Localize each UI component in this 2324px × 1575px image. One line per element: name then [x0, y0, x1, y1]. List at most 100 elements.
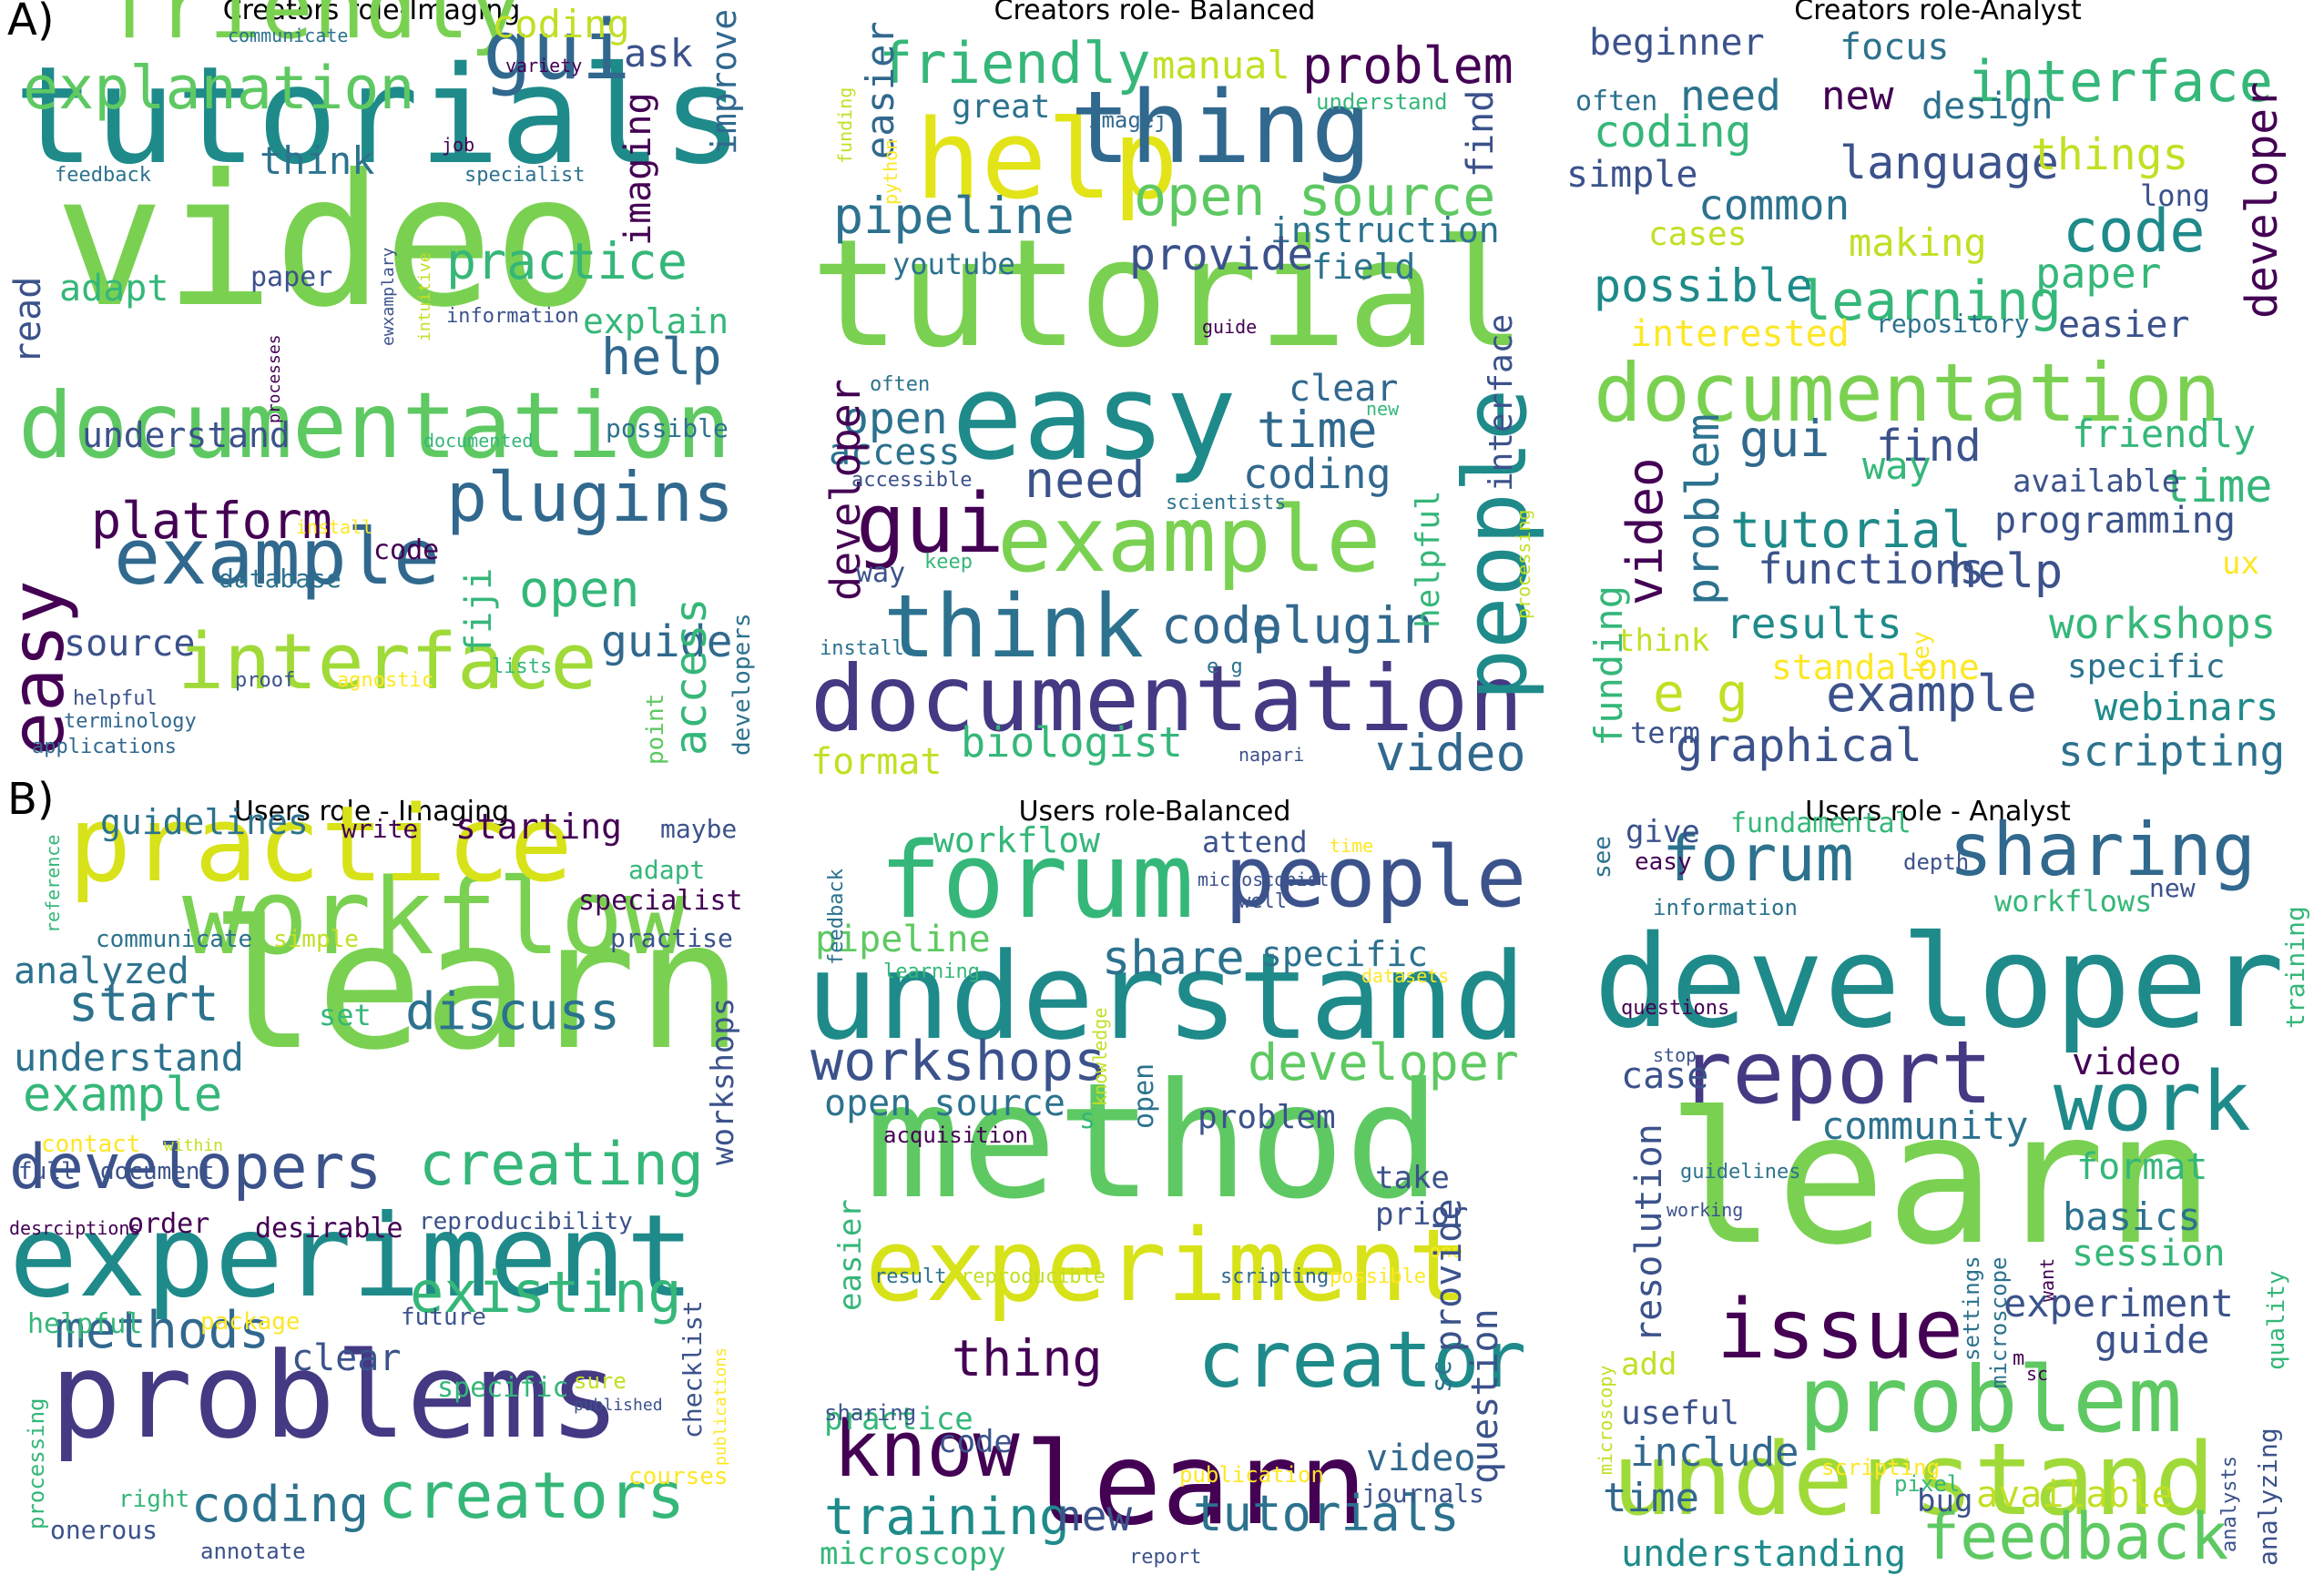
cloud-word: specialist	[464, 163, 586, 187]
cloud-word: imaging	[617, 92, 659, 246]
cloud-word: code	[2063, 197, 2206, 266]
cloud-word: issue	[1717, 1282, 1963, 1378]
cloud-word: term	[1630, 715, 1701, 750]
cloud-word: clear	[1289, 368, 1399, 411]
cloud-word: case	[1621, 1055, 1709, 1098]
cloud-word: write	[341, 814, 419, 845]
cloud-word: access	[666, 597, 718, 756]
cloud-word: plugins	[446, 456, 735, 537]
cloud-word: terminology	[64, 709, 197, 733]
cloud-word: information	[446, 304, 579, 328]
cloud-word: example	[1826, 664, 2037, 723]
cloud-word: developer	[2237, 81, 2288, 319]
cloud-word: biologist	[961, 718, 1183, 767]
cloud-word: common	[1698, 180, 1850, 230]
cloud-word: practice	[68, 783, 573, 906]
cloud-word: annotate	[200, 1539, 306, 1565]
cloud-word: imagej	[1088, 107, 1167, 134]
cloud-word: funding	[834, 86, 856, 164]
cloud-word: reference	[42, 834, 64, 933]
cloud-word: depth	[1903, 849, 1970, 876]
cloud-word: checklist	[678, 1300, 708, 1438]
cloud-word: understand	[1612, 1420, 2216, 1538]
cloud-word: time	[1603, 1474, 1699, 1521]
cloud-word: understand	[14, 1034, 244, 1080]
cloud-word: guide	[601, 615, 733, 667]
cloud-word: understanding	[1621, 1533, 1907, 1575]
cloud-word: helpful	[73, 686, 158, 710]
cloud-word: easier	[2058, 304, 2190, 347]
cloud-word: focus	[1840, 26, 1950, 69]
cloud-word: graphical	[1676, 719, 1922, 772]
cloud-word: ask	[624, 30, 693, 76]
cloud-word: possible	[1594, 259, 1813, 312]
cloud-word: desrciptions	[9, 1216, 141, 1239]
cloud-word: analysts	[2217, 1456, 2241, 1552]
cloud-word: plugin	[1252, 595, 1433, 655]
cloud-word: questions	[1621, 996, 1730, 1020]
cloud-word: start	[68, 973, 219, 1032]
cloud-word: workflow	[182, 856, 687, 979]
cloud-word: resolution	[1628, 1123, 1670, 1343]
cloud-word: bug	[1917, 1483, 1973, 1520]
cloud-word: publications	[711, 1346, 731, 1466]
cloud-word: format	[810, 741, 943, 784]
cloud-word: provide	[1428, 1198, 1470, 1352]
cloud-word: add	[1621, 1346, 1677, 1384]
cloud-word: onerous	[50, 1515, 158, 1546]
cloud-word: find	[1460, 89, 1502, 178]
cloud-word: scientists	[1166, 491, 1287, 514]
cloud-word: think	[1616, 623, 1710, 660]
cloud-word: help	[1949, 544, 2064, 600]
cloud-word: coding	[191, 1475, 370, 1533]
cloud-word: developer	[1248, 1032, 1520, 1092]
cloud-word: point	[642, 693, 670, 765]
cloud-word: forum	[1662, 820, 1854, 896]
cloud-word: e g	[1207, 655, 1243, 678]
cloud-word: possible	[1330, 1265, 1426, 1288]
cloud-word: microscope	[1985, 1256, 2012, 1389]
cloud-word: sc	[2026, 1362, 2049, 1385]
cloud-word: contact	[41, 1130, 141, 1158]
cloud-word: tutorial	[1730, 500, 1972, 559]
cloud-word: coding	[1594, 106, 1752, 158]
cloud-word: specific	[437, 1372, 569, 1405]
cloud-word: knowledge	[1089, 1007, 1111, 1106]
cloud-word: video	[55, 136, 604, 348]
cloud-word: understand	[806, 927, 1526, 1067]
wordcloud-users-balanced: Users role-Balanced understand method expe…	[783, 796, 1526, 1570]
cloud-word: new	[1821, 72, 1894, 119]
cloud-word: adapt	[59, 268, 169, 310]
cloud-word: workflow	[933, 819, 1101, 860]
cloud-word: database	[219, 564, 341, 594]
cloud-word: variety	[505, 54, 583, 76]
cloud-word: open	[1128, 1062, 1160, 1129]
cloud-word: time	[2163, 460, 2273, 513]
cloud-word: pipeline	[815, 919, 991, 961]
cloud-word: thing	[952, 1328, 1103, 1387]
cloud-word: standalone	[1771, 646, 1980, 687]
cloud-word: documented	[423, 429, 534, 452]
cloud-word: open source	[824, 1082, 1065, 1125]
cloud-word: new	[1056, 1491, 1133, 1541]
cloud-word: experiment	[865, 1206, 1469, 1324]
cloud-word: share	[1102, 931, 1245, 987]
cloud-word: e g	[1653, 662, 1748, 725]
cloud-word: acquisition	[883, 1123, 1028, 1149]
cloud-word: forum	[879, 819, 1195, 942]
cloud-word: within	[164, 1136, 224, 1156]
cloud-word: easier	[831, 1199, 869, 1311]
cloud-word: new	[1366, 397, 1400, 420]
wordcloud-words: learn experiment problems workflow practice d…	[0, 792, 743, 1562]
cloud-word: methods	[55, 1301, 270, 1361]
cloud-word: field	[1311, 246, 1416, 287]
cloud-word: working	[1667, 1198, 1744, 1221]
panel-label-b: B)	[7, 774, 55, 825]
cloud-word: time	[1257, 400, 1378, 459]
cloud-word: question	[1464, 1308, 1506, 1484]
cloud-word: method	[865, 1049, 1442, 1235]
cloud-word: read	[7, 276, 49, 364]
cloud-word: gui	[856, 476, 1004, 573]
cloud-word: results	[1726, 599, 1902, 649]
cloud-word: ux	[2222, 545, 2259, 583]
